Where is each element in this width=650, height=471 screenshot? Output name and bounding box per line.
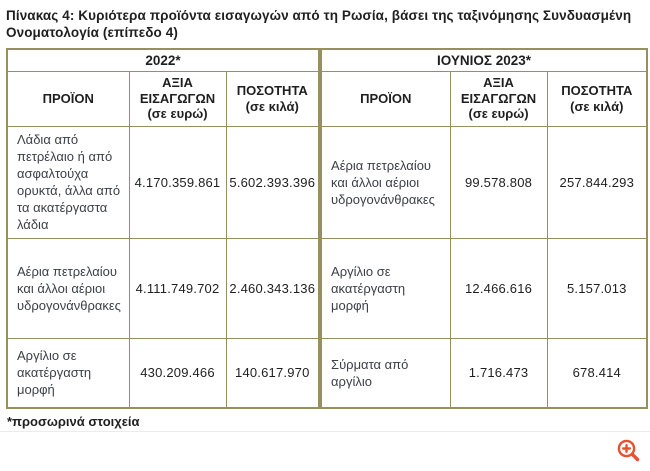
quantity-cell: 5.602.393.396 bbox=[225, 125, 320, 239]
column-header-value: ΑΞΙΑ ΕΙΣΑΓΩΓΩΝ (σε ευρώ) bbox=[449, 70, 548, 127]
column-header-quantity: ΠΟΣΟΤΗΤΑ (σε κιλά) bbox=[225, 70, 320, 127]
zoom-in-button[interactable] bbox=[616, 438, 642, 464]
quantity-cell: 257.844.293 bbox=[546, 125, 648, 239]
column-header-row: ΠΡΟΪΟΝ ΑΞΙΑ ΕΙΣΑΓΩΓΩΝ (σε ευρώ) ΠΟΣΟΤΗΤΑ… bbox=[6, 70, 320, 127]
document-page: Πίνακας 4: Κυριότερα προϊόντα εισαγωγών … bbox=[6, 8, 649, 429]
table-row: Αέρια πετρελαίου και άλλοι αέριοι υδρογο… bbox=[320, 125, 648, 239]
product-cell: Αργίλιο σε ακατέργαστη μορφή bbox=[320, 237, 451, 339]
column-header-product: ΠΡΟΪΟΝ bbox=[320, 70, 451, 127]
table-june-2023: ΙΟΥΝΙΟΣ 2023* ΠΡΟΪΟΝ ΑΞΙΑ ΕΙΣΑΓΩΓΩΝ (σε … bbox=[320, 48, 649, 409]
table-row: Αργίλιο σε ακατέργαστη μορφή 12.466.616 … bbox=[320, 237, 648, 339]
table-title: Πίνακας 4: Κυριότερα προϊόντα εισαγωγών … bbox=[6, 8, 632, 40]
footnote: *προσωρινά στοιχεία bbox=[7, 414, 140, 429]
column-header-product: ΠΡΟΪΟΝ bbox=[6, 70, 130, 127]
column-header-quantity: ΠΟΣΟΤΗΤΑ (σε κιλά) bbox=[546, 70, 648, 127]
value-cell: 12.466.616 bbox=[449, 237, 548, 339]
value-cell: 4.111.749.702 bbox=[128, 237, 227, 339]
value-cell: 430.209.466 bbox=[128, 337, 227, 409]
product-cell: Σύρματα από αργίλιο bbox=[320, 337, 451, 409]
column-header-row: ΠΡΟΪΟΝ ΑΞΙΑ ΕΙΣΑΓΩΓΩΝ (σε ευρώ) ΠΟΣΟΤΗΤΑ… bbox=[320, 70, 648, 127]
value-cell: 1.716.473 bbox=[449, 337, 548, 409]
quantity-cell: 678.414 bbox=[546, 337, 648, 409]
divider bbox=[0, 431, 650, 432]
period-row: ΙΟΥΝΙΟΣ 2023* bbox=[320, 48, 648, 72]
period-row: 2022* bbox=[6, 48, 320, 72]
table-row: Αέρια πετρελαίου και άλλοι αέριοι υδρογο… bbox=[6, 237, 320, 339]
import-tables: 2022* ΠΡΟΪΟΝ ΑΞΙΑ ΕΙΣΑΓΩΓΩΝ (σε ευρώ) ΠΟ… bbox=[6, 48, 649, 409]
product-cell: Αέρια πετρελαίου και άλλοι αέριοι υδρογο… bbox=[320, 125, 451, 239]
table-row: Σύρματα από αργίλιο 1.716.473 678.414 bbox=[320, 337, 648, 409]
product-cell: Αέρια πετρελαίου και άλλοι αέριοι υδρογο… bbox=[6, 237, 130, 339]
period-header-june-2023: ΙΟΥΝΙΟΣ 2023* bbox=[320, 48, 648, 72]
period-header-2022: 2022* bbox=[6, 48, 320, 72]
value-cell: 4.170.359.861 bbox=[128, 125, 227, 239]
value-cell: 99.578.808 bbox=[449, 125, 548, 239]
quantity-cell: 2.460.343.136 bbox=[225, 237, 320, 339]
table-2022: 2022* ΠΡΟΪΟΝ ΑΞΙΑ ΕΙΣΑΓΩΓΩΝ (σε ευρώ) ΠΟ… bbox=[6, 48, 321, 409]
product-cell: Λάδια από πετρέλαιο ή από ασφαλτούχα ορυ… bbox=[6, 125, 130, 239]
quantity-cell: 140.617.970 bbox=[225, 337, 320, 409]
magnifier-plus-icon bbox=[616, 438, 642, 464]
table-row: Αργίλιο σε ακατέργαστη μορφή 430.209.466… bbox=[6, 337, 320, 409]
quantity-cell: 5.157.013 bbox=[546, 237, 648, 339]
column-header-value: ΑΞΙΑ ΕΙΣΑΓΩΓΩΝ (σε ευρώ) bbox=[128, 70, 227, 127]
table-row: Λάδια από πετρέλαιο ή από ασφαλτούχα ορυ… bbox=[6, 125, 320, 239]
product-cell: Αργίλιο σε ακατέργαστη μορφή bbox=[6, 337, 130, 409]
